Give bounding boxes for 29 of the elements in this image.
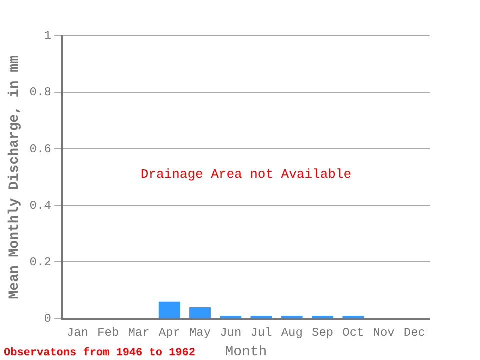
x-tick-label: Jun <box>220 326 242 340</box>
x-tick-label: Feb <box>98 326 120 340</box>
x-tick-label: Jan <box>66 326 89 340</box>
bar <box>220 316 242 318</box>
y-tick-label: 0.8 <box>30 86 52 100</box>
x-tick-label: Dec <box>404 326 426 340</box>
y-tick-label: 0.6 <box>30 142 52 156</box>
bar <box>250 316 272 318</box>
y-tick-label: 0.4 <box>30 198 52 213</box>
x-tick-label: Jul <box>250 326 272 340</box>
bar <box>312 316 334 318</box>
x-tick-label: Aug <box>281 326 303 340</box>
x-tick-label: Mar <box>128 326 150 340</box>
bar <box>281 316 303 318</box>
x-axis-title: Month <box>225 344 268 360</box>
bar <box>190 307 211 318</box>
x-tick-label: Oct <box>342 326 364 340</box>
text: Observatons from 1946 to 1962 <box>4 346 196 360</box>
y-tick-label: 0.2 <box>30 255 52 270</box>
x-tick-label: Apr <box>158 326 180 340</box>
x-tick-label: May <box>189 326 212 340</box>
x-tick-label: Nov <box>373 326 395 340</box>
y-axis-title: Mean Monthly Discharge, in mm <box>6 56 23 300</box>
x-tick-label: Sep <box>312 326 334 340</box>
y-tick-label: 0 <box>44 312 52 326</box>
bar <box>342 316 364 318</box>
y-tick-label: 1 <box>44 29 52 44</box>
annotation: Drainage Area not Available <box>140 167 352 182</box>
bar <box>158 302 180 318</box>
